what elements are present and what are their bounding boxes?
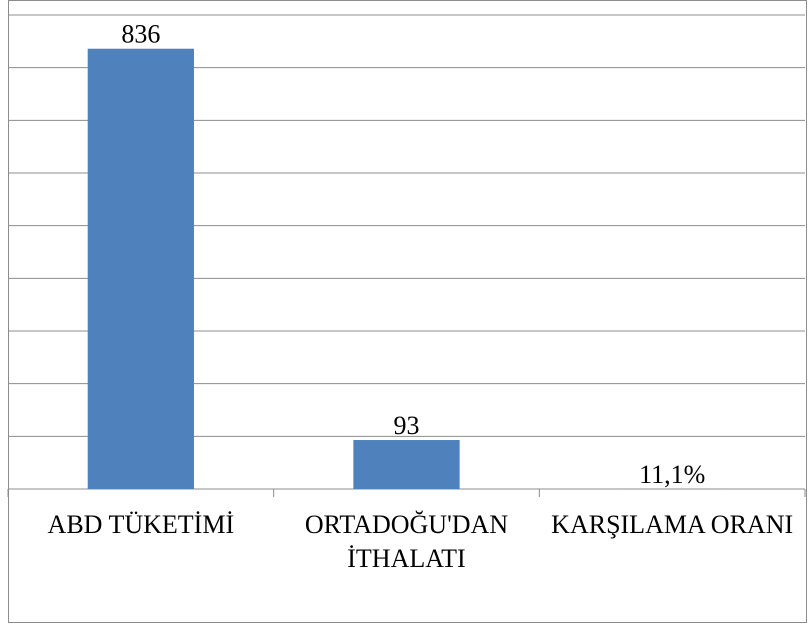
data-label: 11,1% — [639, 460, 705, 489]
x-tick-label: ORTADOĞU'DAN İTHALATI — [304, 510, 509, 573]
x-tick-label: KARŞILAMA ORANI — [551, 510, 794, 539]
x-tick-label: ABD TÜKETİMİ — [47, 510, 235, 539]
data-label: 93 — [394, 411, 420, 440]
chart-border — [8, 0, 807, 623]
bar — [353, 440, 460, 489]
bar — [87, 48, 194, 489]
data-label: 836 — [121, 20, 160, 49]
